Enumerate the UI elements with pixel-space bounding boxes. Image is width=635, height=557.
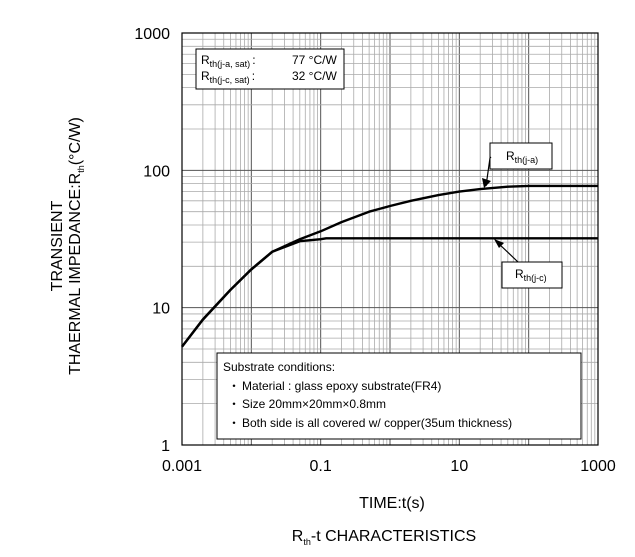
y-tick-label: 1 — [161, 438, 170, 455]
y-axis-title: TRANSIENT THAERMAL IMPEDANCE:Rth(°C/W) — [49, 117, 86, 375]
x-tick-label: 1000 — [580, 458, 616, 475]
sat-label-jc: Rth(j-c, sat): — [201, 69, 255, 85]
condition-size: Size 20mm×20mm×0.8mm — [242, 397, 386, 411]
sat-label-ja: Rth(j-a, sat): — [201, 53, 256, 69]
saturation-values-box: Rth(j-a, sat): 77 °C/W Rth(j-c, sat): 32… — [195, 48, 345, 90]
x-tick-label: 0.001 — [162, 458, 202, 475]
substrate-conditions-box: Substrate conditions: ・ Material : glass… — [216, 352, 582, 440]
y-axis-title-line1: TRANSIENT — [49, 200, 66, 291]
tick-labels: 0.001 0.1 10 1000 1 10 100 1000 — [134, 26, 615, 475]
sat-value-jc: 32 °C/W — [292, 69, 337, 83]
chart-title: Rth-t CHARACTERISTICS — [292, 528, 476, 547]
x-tick-label: 0.1 — [310, 458, 332, 475]
arrow-ja-line — [489, 156, 492, 159]
condition-material: Material : glass epoxy substrate(FR4) — [242, 379, 441, 393]
condition-bullet: ・ — [228, 416, 240, 430]
y-tick-label: 10 — [152, 301, 170, 318]
x-tick-label: 10 — [450, 458, 468, 475]
x-axis-title: TIME:t(s) — [359, 495, 425, 512]
series-label-rth-ja: Rth(j-a) — [489, 142, 553, 170]
condition-copper: Both side is all covered w/ copper(35um … — [242, 416, 512, 430]
series-label-rth-jc: Rth(j-c) — [501, 261, 563, 289]
svg-text:Rth(j-c): Rth(j-c) — [515, 267, 547, 283]
arrow-jc-head — [494, 239, 504, 248]
arrow-ja-head — [482, 178, 491, 188]
y-tick-label: 100 — [143, 163, 170, 180]
svg-text:Rth(j-a): Rth(j-a) — [506, 149, 538, 165]
condition-bullet: ・ — [228, 397, 240, 411]
arrows — [482, 156, 519, 263]
conditions-heading: Substrate conditions: — [223, 360, 335, 374]
condition-bullet: ・ — [228, 379, 240, 393]
y-axis-title-line2: THAERMAL IMPEDANCE:Rth(°C/W) — [67, 117, 86, 375]
series-layer — [181, 184, 598, 348]
y-tick-label: 1000 — [134, 26, 170, 43]
sat-value-ja: 77 °C/W — [292, 53, 337, 67]
series-line-rth-jc — [181, 237, 598, 348]
